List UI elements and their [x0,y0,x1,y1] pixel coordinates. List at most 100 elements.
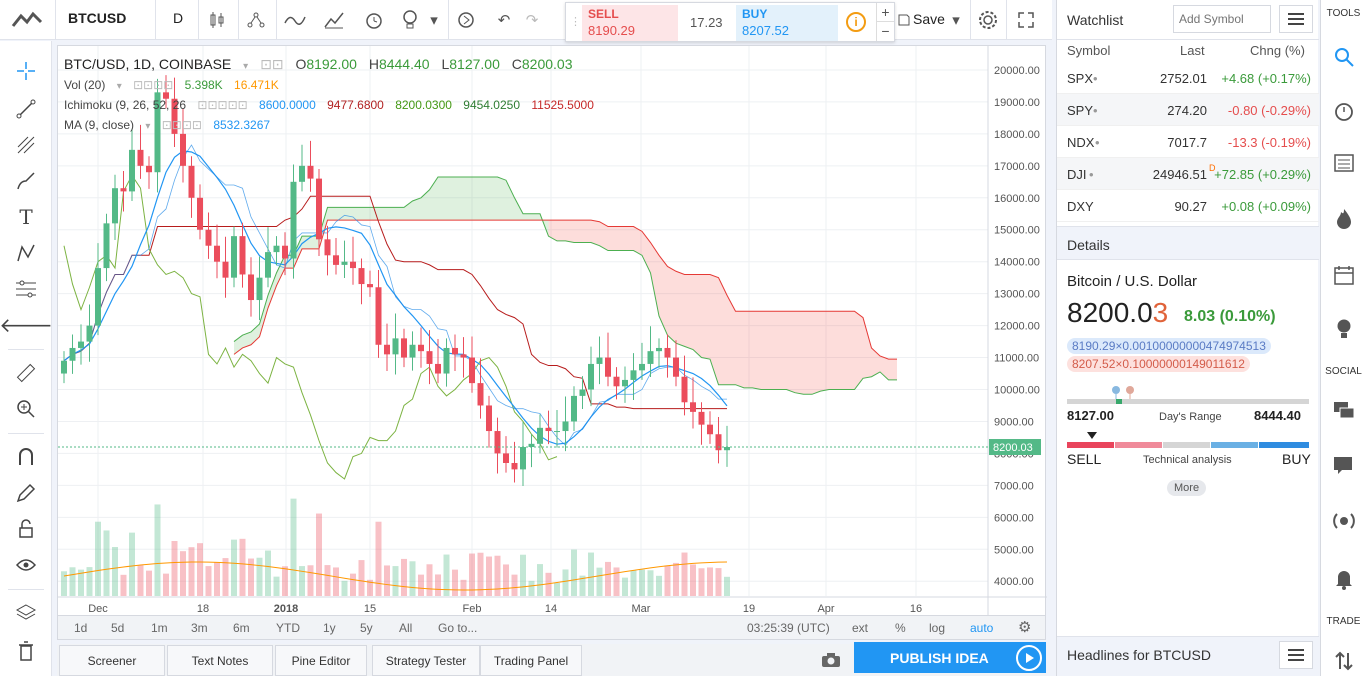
layers-icon[interactable] [14,601,38,625]
lock-icon[interactable] [14,517,38,541]
prediction-tools-icon[interactable] [14,277,38,301]
brush-icon[interactable] [14,169,38,193]
trash-icon[interactable] [14,639,38,663]
watchlist-row[interactable]: SPX • 2752.01 +4.68 (+0.17%) [1057,62,1319,94]
alarm-clock-icon[interactable] [1331,98,1357,124]
watchlist-row[interactable]: SPY • 274.20 -0.80 (-0.29%) [1057,94,1319,126]
ideas-lightbulb-icon[interactable] [1331,316,1357,342]
chat-icon[interactable] [1331,398,1357,424]
eye-icon[interactable] [14,553,38,577]
crosshair-icon[interactable] [14,59,38,83]
column-last[interactable]: Last [1180,43,1205,58]
details-header[interactable]: Details [1057,226,1319,260]
range-5y[interactable]: 5y [360,621,373,635]
timeframe-button[interactable]: D [173,10,184,26]
gear-icon[interactable] [976,8,1000,32]
buy-button[interactable]: BUY 8207.52 [736,5,838,41]
trend-line-icon[interactable] [14,97,38,121]
templates-icon[interactable] [322,8,346,32]
save-menu-chevron-icon[interactable]: ▾ [952,12,960,29]
gear-icon[interactable]: ⚙ [1018,619,1032,636]
text-tool-icon[interactable]: T [19,205,33,229]
range-1m[interactable]: 1m [151,621,168,635]
ideas-lightbulb-icon[interactable] [398,8,422,32]
stay-drawing-mode-icon[interactable] [14,481,38,505]
tab-pine-editor[interactable]: Pine Editor [275,645,367,676]
add-symbol-input[interactable] [1173,5,1271,33]
streams-icon[interactable] [1331,508,1357,534]
list-menu-icon[interactable] [1279,5,1313,33]
sell-button[interactable]: SELL 8190.29 [582,5,678,41]
camera-icon[interactable] [820,649,842,671]
range-1d[interactable]: 1d [74,621,88,635]
price-chart[interactable]: 20000.00 19000.00 18000.00 17000.00 16000.00… [58,46,1047,617]
log-scale-toggle[interactable]: log [929,621,946,635]
volume-bar [698,568,705,596]
range-ytd[interactable]: YTD [276,621,300,635]
order-panel-icon[interactable] [1331,648,1357,674]
more-button[interactable]: More [1167,480,1207,496]
headlines-header[interactable]: Headlines for BTCUSD [1057,636,1319,676]
tradingview-logo-icon[interactable] [10,8,44,32]
compare-icon[interactable] [244,8,268,32]
auto-scale-toggle[interactable]: auto [970,621,994,635]
info-icon[interactable]: i [846,12,866,32]
replay-icon[interactable] [454,8,478,32]
play-icon[interactable] [1016,645,1042,671]
chevron-down-icon[interactable]: ▾ [430,12,438,29]
fullscreen-icon[interactable] [1014,8,1038,32]
range-1y[interactable]: 1y [323,621,336,635]
list-menu-icon[interactable] [1279,641,1313,669]
chart-pane[interactable]: 20000.00 19000.00 18000.00 17000.00 16000.00… [57,45,1047,617]
watchlist-row[interactable]: DXY 90.27 +0.08 (+0.09%) [1057,190,1319,222]
technical-analysis-label[interactable]: Technical analysis [1143,454,1232,466]
percent-scale-toggle[interactable]: % [895,621,906,635]
symbol-search-button[interactable]: BTCUSD [68,10,127,26]
watchlist-row[interactable]: DJI • 24946.51 D +72.85 (+0.29%) [1057,158,1319,190]
cloud-save-icon[interactable] [892,8,916,32]
column-change[interactable]: Chng (%) [1250,43,1305,58]
chevron-down-icon[interactable]: ▾ [243,61,249,72]
chevron-down-icon[interactable]: ▾ [116,81,122,92]
private-chat-icon[interactable] [1331,452,1357,478]
legend-buttons-icon[interactable]: ⊡⊡⊡⊡⊡ [197,98,248,112]
tab-screener[interactable]: Screener [59,645,165,676]
indicators-icon[interactable] [283,8,307,32]
column-symbol[interactable]: Symbol [1067,43,1111,58]
range-6m[interactable]: 6m [233,621,250,635]
range-all[interactable]: All [399,621,413,635]
publish-idea-button[interactable]: PUBLISH IDEA [854,642,1046,673]
zoom-in-icon[interactable] [14,397,38,421]
go-to-date[interactable]: Go to... [438,621,478,635]
save-button[interactable]: Save [913,11,945,27]
undo-icon[interactable]: ↶ [497,12,511,29]
hotlist-flame-icon[interactable] [1331,206,1357,232]
pitchfork-icon[interactable] [14,133,38,157]
magnet-icon[interactable] [14,445,38,469]
candles-style-icon[interactable] [205,8,229,32]
notifications-bell-icon[interactable] [1331,566,1357,592]
legend-buttons-icon[interactable]: ⊡⊡⊡⊡ [161,118,202,132]
pattern-icon[interactable] [14,241,38,265]
tab-strategy-tester[interactable]: Strategy Tester [372,645,480,676]
legend-settings-icon[interactable]: ⊡⊡ [260,56,284,72]
extended-hours-toggle[interactable]: ext [852,621,869,635]
utc-clock[interactable]: 03:25:39 (UTC) [747,621,830,635]
minus-icon[interactable]: − [876,22,894,41]
alert-icon[interactable] [362,8,386,32]
range-5d[interactable]: 5d [111,621,125,635]
volume-bar [265,550,271,596]
tab-trading-panel[interactable]: Trading Panel [480,645,582,676]
redo-icon[interactable]: ↷ [525,12,539,29]
ruler-icon[interactable] [14,361,38,385]
data-window-icon[interactable] [1331,150,1357,176]
tab-text-notes[interactable]: Text Notes [167,645,273,676]
plus-icon[interactable]: + [876,3,894,22]
arrow-left-icon[interactable]: 🡐 [0,314,53,337]
calendar-icon[interactable] [1331,262,1357,288]
watchlist-search-icon[interactable] [1331,44,1357,70]
legend-buttons-icon[interactable]: ⊡⊡⊡⊡ [133,78,174,92]
watchlist-row[interactable]: NDX • 7017.7 -13.3 (-0.19%) [1057,126,1319,158]
chevron-down-icon[interactable]: ▾ [145,121,151,132]
range-3m[interactable]: 3m [191,621,208,635]
